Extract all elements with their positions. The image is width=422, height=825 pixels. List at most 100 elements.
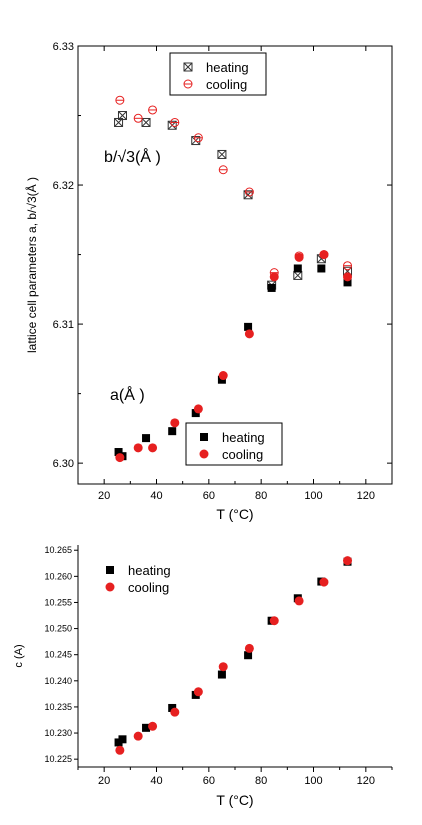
data-point-cooling <box>343 556 353 566</box>
data-point-heating <box>293 264 302 273</box>
data-point-cooling <box>193 133 203 143</box>
y-tick-label: 10.240 <box>44 676 72 686</box>
y-tick-label: 10.230 <box>44 728 72 738</box>
data-point-heating <box>244 651 253 660</box>
data-point-cooling <box>115 745 125 755</box>
x-axis-title: T (°C) <box>216 792 253 808</box>
y-tick-label: 6.31 <box>53 319 74 331</box>
legend-marker <box>199 449 209 459</box>
y-tick-label: 10.250 <box>44 624 72 634</box>
annotation-b: b/√3(Å ) <box>104 147 161 166</box>
y-tick-label: 6.33 <box>53 41 74 53</box>
x-tick-label: 40 <box>150 490 162 502</box>
data-point-cooling <box>269 272 279 282</box>
data-point-cooling <box>319 577 329 587</box>
data-point-cooling <box>133 113 143 123</box>
legend-marker <box>105 582 115 592</box>
data-point-heating <box>168 703 177 712</box>
y-tick-label: 10.235 <box>44 702 72 712</box>
legend-marker <box>183 79 193 89</box>
data-point-heating <box>117 111 127 121</box>
data-point-cooling <box>244 329 254 339</box>
data-point-cooling <box>133 443 143 453</box>
y-axis-title: lattice cell parameters a, b/√3(Å ) <box>24 177 39 353</box>
x-tick-label: 40 <box>150 775 162 787</box>
data-point-cooling <box>294 596 304 606</box>
y-tick-label: 10.225 <box>44 754 72 764</box>
data-point-heating <box>217 670 226 679</box>
data-point-heating <box>317 264 326 273</box>
legend-marker <box>200 433 208 441</box>
legend-c: heating cooling <box>105 563 171 595</box>
legend-marker <box>106 566 114 574</box>
data-point-heating <box>114 448 123 457</box>
data-point-heating <box>168 427 177 436</box>
legend-label-cooling: cooling <box>128 580 169 595</box>
y-tick-label: 10.260 <box>44 571 72 581</box>
data-point-heating <box>293 270 303 280</box>
data-point-cooling <box>148 105 158 115</box>
data-point-cooling <box>244 643 254 653</box>
y-tick-label: 10.245 <box>44 650 72 660</box>
legend-box <box>169 52 267 96</box>
axis-ticks: 20 40 60 80 100 120 6.30 6.31 6.32 6.33 <box>53 41 392 502</box>
annotation-a: a(Å ) <box>110 385 145 404</box>
data-point-cooling <box>343 272 353 282</box>
y-tick-label: 6.32 <box>53 180 74 192</box>
data-point-heating <box>142 723 151 732</box>
x-tick-label: 20 <box>98 775 110 787</box>
x-tick-label: 120 <box>357 775 375 787</box>
x-tick-label: 100 <box>304 775 322 787</box>
data-point-cooling <box>193 404 203 414</box>
legend-marker <box>183 62 193 72</box>
legend-b: heating cooling <box>169 52 267 96</box>
data-point-cooling <box>269 616 279 626</box>
data-point-cooling <box>115 95 125 105</box>
legend-label-cooling: cooling <box>206 77 247 92</box>
data-point-cooling <box>148 721 158 731</box>
data-point-heating <box>267 283 276 292</box>
data-point-heating <box>142 434 151 443</box>
data-point-heating <box>217 149 227 159</box>
x-tick-label: 20 <box>98 490 110 502</box>
legend-label-heating: heating <box>128 563 171 578</box>
data-point-cooling <box>244 187 254 197</box>
y-tick-label: 6.30 <box>53 458 74 470</box>
data-point-heating <box>141 117 151 127</box>
data-point-cooling <box>343 261 353 271</box>
data-point-cooling <box>170 117 180 127</box>
x-tick-label: 80 <box>255 775 267 787</box>
data-point-cooling <box>218 662 228 672</box>
data-point-heating <box>343 278 352 287</box>
data-point-cooling <box>319 250 329 260</box>
data-point-cooling <box>148 443 158 453</box>
y-tick-label: 10.255 <box>44 597 72 607</box>
data-points <box>114 556 353 755</box>
y-axis-title: c (A) <box>13 644 25 667</box>
data-point-cooling <box>294 252 304 262</box>
lattice-a-b-chart: 20 40 60 80 100 120 6.30 6.31 6.32 6.33 lattice c… <box>24 41 393 522</box>
data-point-cooling <box>218 371 228 381</box>
legend-label-heating: heating <box>206 60 249 75</box>
data-point-cooling <box>115 453 125 463</box>
data-point-cooling <box>193 687 203 697</box>
plot-axes <box>77 545 392 768</box>
x-tick-label: 120 <box>357 490 375 502</box>
data-point-cooling <box>218 165 228 175</box>
data-point-cooling <box>170 707 180 717</box>
x-tick-label: 60 <box>203 775 215 787</box>
legend-label-heating: heating <box>222 430 265 445</box>
x-axis-title: T (°C) <box>216 506 253 522</box>
y-tick-label: 10.265 <box>44 545 72 555</box>
data-point-cooling <box>133 731 143 741</box>
axis-ticks: 20 40 60 80 100 120 10.225 10.230 10.235 10.240 10… <box>44 545 393 787</box>
data-points <box>114 95 353 463</box>
legend-label-cooling: cooling <box>222 447 263 462</box>
x-tick-label: 100 <box>304 490 322 502</box>
data-point-cooling <box>170 418 180 428</box>
lattice-c-chart: 20 40 60 80 100 120 10.225 10.230 10.235 10.240 10… <box>13 545 393 808</box>
legend-a: heating cooling <box>185 422 283 466</box>
data-point-heating <box>191 409 200 418</box>
x-tick-label: 60 <box>203 490 215 502</box>
